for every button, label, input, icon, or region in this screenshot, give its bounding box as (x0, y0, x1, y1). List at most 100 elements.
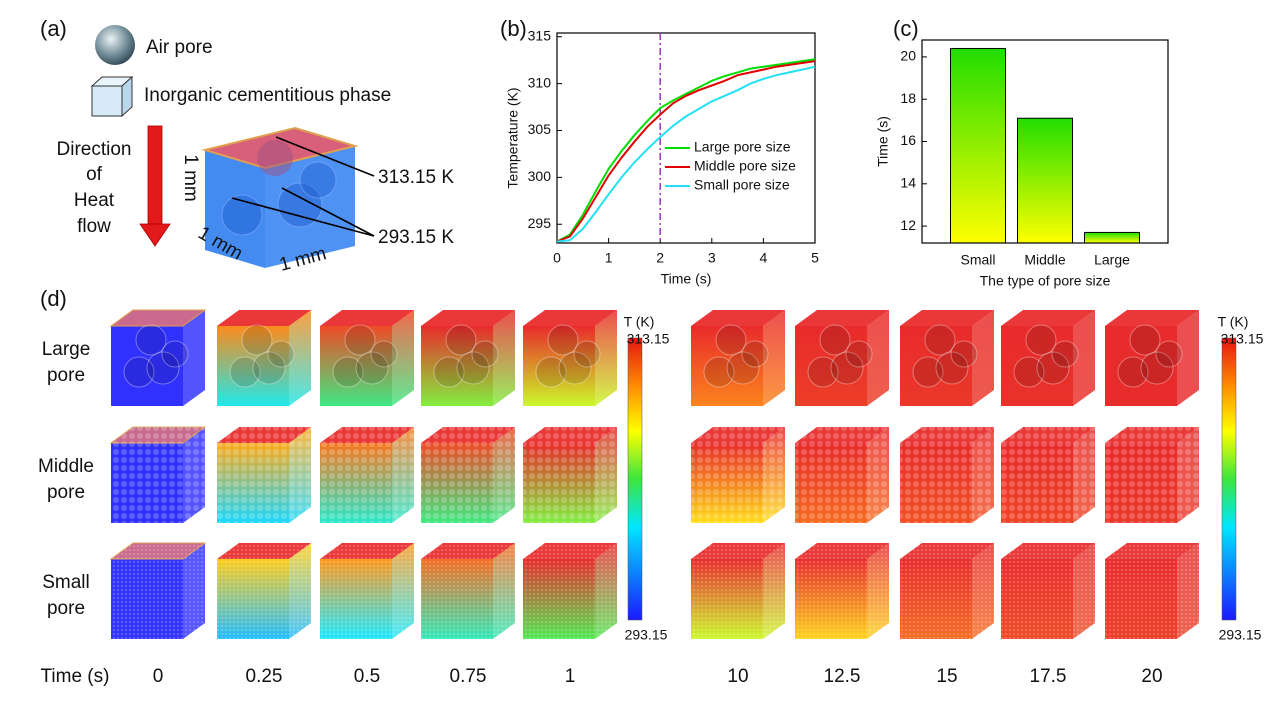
pore (1155, 340, 1183, 368)
cube-front (320, 326, 392, 406)
pore-texture (795, 543, 889, 639)
pore (1117, 356, 1149, 388)
x-tick-label: Small (960, 252, 995, 268)
pore (1051, 340, 1079, 368)
y-axis-label: Temperature (K) (505, 87, 521, 188)
y-tick-label: 295 (528, 215, 552, 231)
pore (1140, 351, 1174, 385)
y-tick-label: 18 (900, 90, 916, 106)
time-label: 10 (727, 666, 748, 687)
colorbar-title: T (K) (624, 314, 655, 330)
time-label: 1 (565, 666, 576, 687)
data-line (556, 65, 816, 243)
simulation-cube (523, 310, 617, 406)
cube-icon (90, 75, 134, 118)
pore (912, 356, 944, 388)
pore (807, 356, 839, 388)
simulation-cube (795, 543, 889, 639)
simulation-cube (523, 543, 617, 639)
legend-label: Middle pore size (694, 158, 796, 174)
simulation-cube (109, 426, 207, 523)
pore-texture (1105, 543, 1199, 639)
pore (535, 356, 567, 388)
pore (355, 351, 389, 385)
cube-top (900, 310, 994, 326)
cube-top (421, 310, 515, 326)
simulation-cube (1105, 543, 1199, 639)
pore (715, 324, 747, 356)
time-label: 0.25 (246, 666, 283, 687)
cube-top (523, 310, 617, 326)
cube-top (217, 310, 311, 326)
pore (924, 324, 956, 356)
y-tick-label: 16 (900, 132, 916, 148)
x-tick-label: 2 (656, 250, 664, 266)
cube-top (1105, 310, 1199, 326)
pore (1025, 324, 1057, 356)
pore-texture (111, 427, 205, 523)
cube-side (493, 310, 515, 406)
pore (252, 351, 286, 385)
x-tick-label: 0 (553, 250, 561, 266)
time-axis-label: Time (s) (41, 666, 110, 687)
legend-text: Air pore (146, 37, 213, 58)
simulation-cube (421, 310, 515, 406)
time-label: 0 (153, 666, 164, 687)
simulation-cube (691, 427, 785, 523)
cube-top (1001, 310, 1095, 326)
colorbar-min: 293.15 (625, 627, 668, 643)
schematic-cube (201, 126, 375, 268)
pore-texture (320, 543, 414, 639)
y-axis-label: Time (s) (875, 116, 891, 167)
pore (726, 351, 760, 385)
time-label: 17.5 (1030, 666, 1067, 687)
simulation-cube (1105, 427, 1199, 523)
pore (1036, 351, 1070, 385)
panel-label: (c) (893, 16, 919, 41)
simulation-cube (320, 427, 414, 523)
simulation-cube (320, 543, 414, 639)
cube-front (1001, 326, 1073, 406)
pore (573, 340, 601, 368)
simulation-cube (1001, 310, 1095, 406)
cube-side (392, 310, 414, 406)
y-tick-label: 14 (900, 174, 916, 190)
cube-front (421, 326, 493, 406)
time-label: 15 (936, 666, 957, 687)
simulation-cube (900, 427, 994, 523)
y-tick-label: 20 (900, 48, 916, 64)
cube-side (1073, 310, 1095, 406)
colorbar-max: 313.15 (627, 331, 670, 347)
simulation-cube (217, 310, 311, 406)
x-tick-label: Middle (1024, 252, 1065, 268)
simulation-cube (1105, 310, 1199, 406)
cube-side (289, 310, 311, 406)
bar (1084, 231, 1140, 244)
legend-text: Inorganic cementitious phase (144, 85, 391, 106)
direction-text: of (86, 164, 103, 185)
pore-texture (691, 427, 785, 523)
row-label: pore (47, 482, 85, 503)
colorbar (627, 337, 643, 621)
direction-text: flow (77, 216, 111, 237)
pore-texture (421, 543, 515, 639)
pore (819, 324, 851, 356)
y-tick-label: 300 (528, 168, 552, 184)
pore (267, 340, 295, 368)
cube-side (763, 310, 785, 406)
pore (161, 340, 189, 368)
cube-top (691, 310, 785, 326)
cube-side (867, 310, 889, 406)
cube-top (795, 310, 889, 326)
pore (703, 356, 735, 388)
pore (135, 324, 167, 356)
cube-side (595, 310, 617, 406)
pore-texture (900, 427, 994, 523)
pore (741, 340, 769, 368)
pore-texture (320, 427, 414, 523)
legend-label: Small pore size (694, 177, 790, 193)
heat-arrow (139, 125, 171, 247)
pore-texture (217, 543, 311, 639)
row-label: Large (42, 339, 91, 360)
